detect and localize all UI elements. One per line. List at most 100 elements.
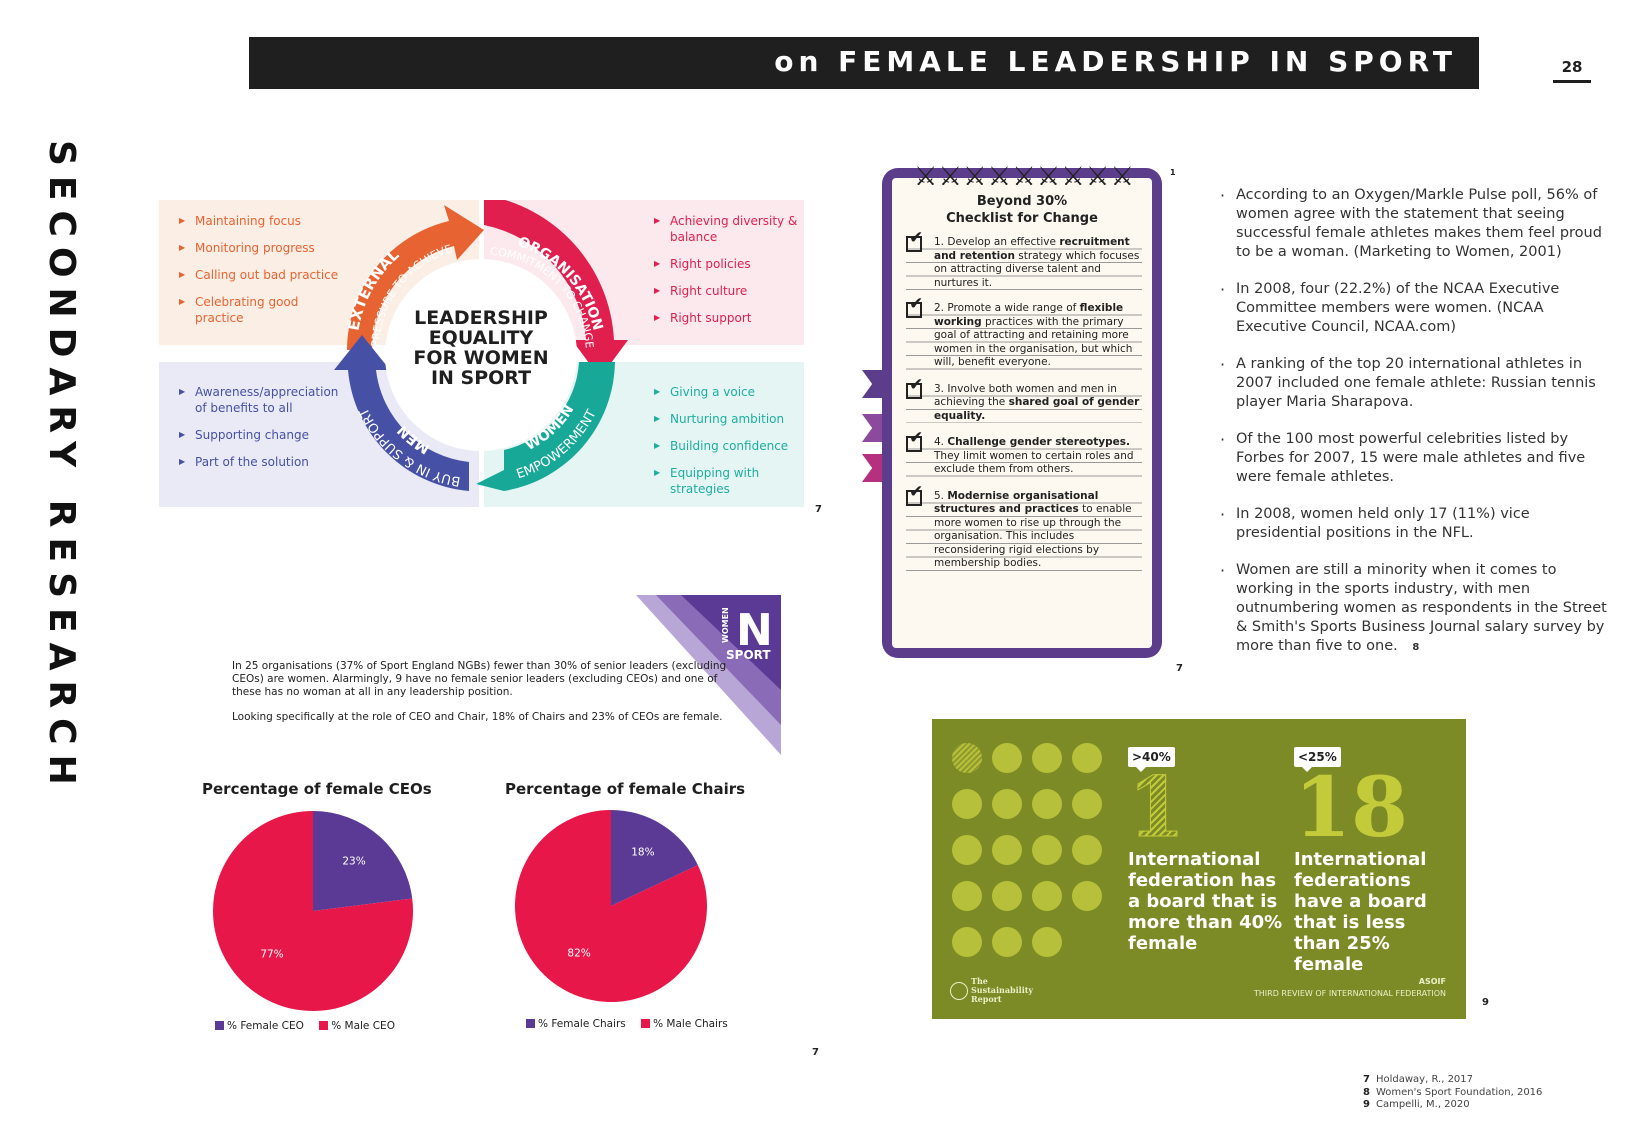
item-bold: flexible working	[934, 302, 1124, 328]
grid-dot	[1032, 881, 1062, 911]
chart-legend: % Female CEO % Male CEO	[215, 1020, 407, 1032]
ring-icon: ⚔	[1110, 162, 1134, 192]
item-text: 4.	[934, 436, 948, 448]
pie-slice-label: 23%	[342, 855, 365, 867]
reference-text: Campelli, M., 2020	[1375, 1099, 1470, 1110]
grid-dot	[1072, 743, 1102, 773]
bullet-item: Women are still a minority when it comes…	[1220, 561, 1607, 657]
pie-slice	[213, 811, 413, 1011]
ring-icon: ⚔	[1086, 162, 1110, 192]
pie-slice-label: 82%	[567, 947, 590, 959]
ring-icon: ⚔	[1061, 162, 1085, 192]
women-item: Building confidence	[654, 438, 804, 454]
legend-label: % Female CEO	[227, 1020, 304, 1032]
pie-slice-label: 77%	[260, 949, 283, 961]
item-text: They limit women to certain roles and ex…	[934, 449, 1134, 476]
ring-icon: ⚔	[914, 162, 938, 192]
checklist-title: Beyond 30% Checklist for Change	[892, 193, 1152, 227]
references: 7 Holdaway, R., 2017 8 Women's Sport Found…	[1363, 1074, 1542, 1112]
grid-dot	[952, 789, 982, 819]
reference-number: 9	[1363, 1099, 1370, 1110]
legend-label: % Male CEO	[331, 1020, 395, 1032]
external-item: Maintaining focus	[179, 213, 344, 229]
reference-item: 8 Women's Sport Foundation, 2016	[1363, 1087, 1542, 1100]
item-text: 3. Involve both women and men in achievi…	[934, 382, 1117, 409]
logo-line: Report	[971, 994, 1002, 1004]
review-label: THIRD REVIEW OF INTERNATIONAL FEDERATION	[1253, 989, 1446, 998]
item-bold: Challenge gender stereotypes.	[947, 436, 1130, 448]
legend-item: % Female Chairs	[526, 1018, 626, 1030]
center-title-line: IN SPORT	[431, 367, 531, 389]
checkbox-checked-icon	[906, 379, 923, 399]
leadership-cycle: LEADERSHIP EQUALITY FOR WOMEN IN SPORT E…	[334, 200, 628, 491]
item-text: strategy which focuses on attracting div…	[934, 249, 1140, 289]
footnote-ref: 8	[1412, 642, 1420, 653]
sustainability-report-logo: The Sustainability Report	[950, 977, 1033, 1004]
women-item: Nurturing ambition	[654, 411, 804, 427]
external-item: Celebrating good practice	[179, 294, 344, 326]
big-number: 18	[1294, 760, 1409, 856]
corner-mark: 1	[1170, 168, 1176, 177]
ring-icon: ⚔	[987, 162, 1012, 192]
grid-dot	[1072, 789, 1102, 819]
legend-swatch	[319, 1021, 329, 1030]
grid-dot	[1032, 789, 1062, 819]
women-item: Giving a voice	[654, 384, 804, 400]
item-text: 5.	[934, 489, 948, 502]
ring-icon: ⚔	[938, 162, 962, 192]
bullet-item: In 2008, four (22.2%) of the NCAA Execut…	[1220, 280, 1607, 337]
grid-dot	[952, 927, 982, 957]
logo-small-text: WOMEN	[721, 607, 730, 643]
stat-description: International federation has a board tha…	[1128, 849, 1283, 954]
legend-label: % Female Chairs	[538, 1018, 626, 1030]
logo-letter: N	[736, 605, 773, 656]
page-number-rule	[1553, 80, 1591, 83]
checkbox-checked-icon	[906, 232, 923, 252]
checkbox-checked-icon	[906, 432, 923, 452]
stat-badge: >40%	[1128, 747, 1175, 772]
reference-text: Holdaway, R., 2017	[1375, 1074, 1474, 1085]
center-title-line: EQUALITY	[429, 327, 534, 349]
external-item: Monitoring progress	[179, 240, 344, 256]
organisation-item: Achieving diversity & balance	[654, 213, 804, 245]
paragraph: Looking specifically at the role of CEO …	[232, 711, 723, 723]
chart-title: Percentage of female Chairs	[505, 780, 746, 798]
grid-dot	[1072, 881, 1102, 911]
legend-swatch	[526, 1019, 535, 1028]
page-number: 28	[1561, 58, 1583, 76]
checklist-item: 2. Promote a wide range of flexible work…	[906, 298, 1142, 370]
pie-slice	[611, 810, 698, 906]
grid-dot	[1032, 835, 1062, 865]
stat-description: International federations have a board t…	[1294, 849, 1427, 975]
ring-icon: ⚔	[1012, 162, 1036, 192]
fingerprint-icon	[950, 981, 968, 1000]
logo-word: SPORT	[726, 648, 771, 662]
checklist-items: 1. Develop an effective recruitment and …	[906, 232, 1142, 584]
asoif-label: ASOIF	[1418, 977, 1446, 986]
legend-label: % Male Chairs	[653, 1018, 728, 1030]
women-item: Equipping with strategies	[654, 465, 804, 497]
footnote-ref: 7	[1176, 663, 1183, 674]
pie-slice	[515, 810, 707, 1002]
women-quadrant: Giving a voice Nurturing ambition Buildi…	[484, 362, 804, 507]
center-title-line: FOR WOMEN	[413, 347, 548, 369]
grid-dot	[1032, 743, 1062, 773]
men-item: Part of the solution	[179, 454, 339, 470]
legend-item: % Male CEO	[319, 1020, 395, 1032]
leadership-diagram: Maintaining focus Monitoring progress Ca…	[159, 200, 804, 510]
women-in-sport-logo: WOMEN N SPORT	[636, 595, 781, 755]
checklist-subtitle: Checklist for Change	[946, 211, 1098, 226]
organisation-item: Right culture	[654, 283, 804, 299]
men-item: Supporting change	[179, 427, 339, 443]
chart-title: Percentage of female CEOs	[202, 780, 432, 798]
reference-item: 7 Holdaway, R., 2017	[1363, 1074, 1542, 1087]
pie-chart-ceo: 23% 77%	[213, 811, 413, 1011]
checklist-notebook: ⚔ ⚔ ⚔ ⚔ ⚔ ⚔ ⚔ ⚔ ⚔ Beyond 30% Checklist f…	[862, 164, 1162, 658]
item-text: practices with the primary goal of attra…	[934, 315, 1133, 369]
women-in-sport-text: In 25 organisations (37% of Sport Englan…	[232, 660, 732, 736]
men-item: Awareness/appreciation of benefits to al…	[179, 384, 339, 416]
pie-slice	[313, 811, 413, 911]
grid-dot	[952, 881, 982, 911]
men-arc	[334, 335, 469, 491]
organisation-arc	[484, 200, 628, 378]
